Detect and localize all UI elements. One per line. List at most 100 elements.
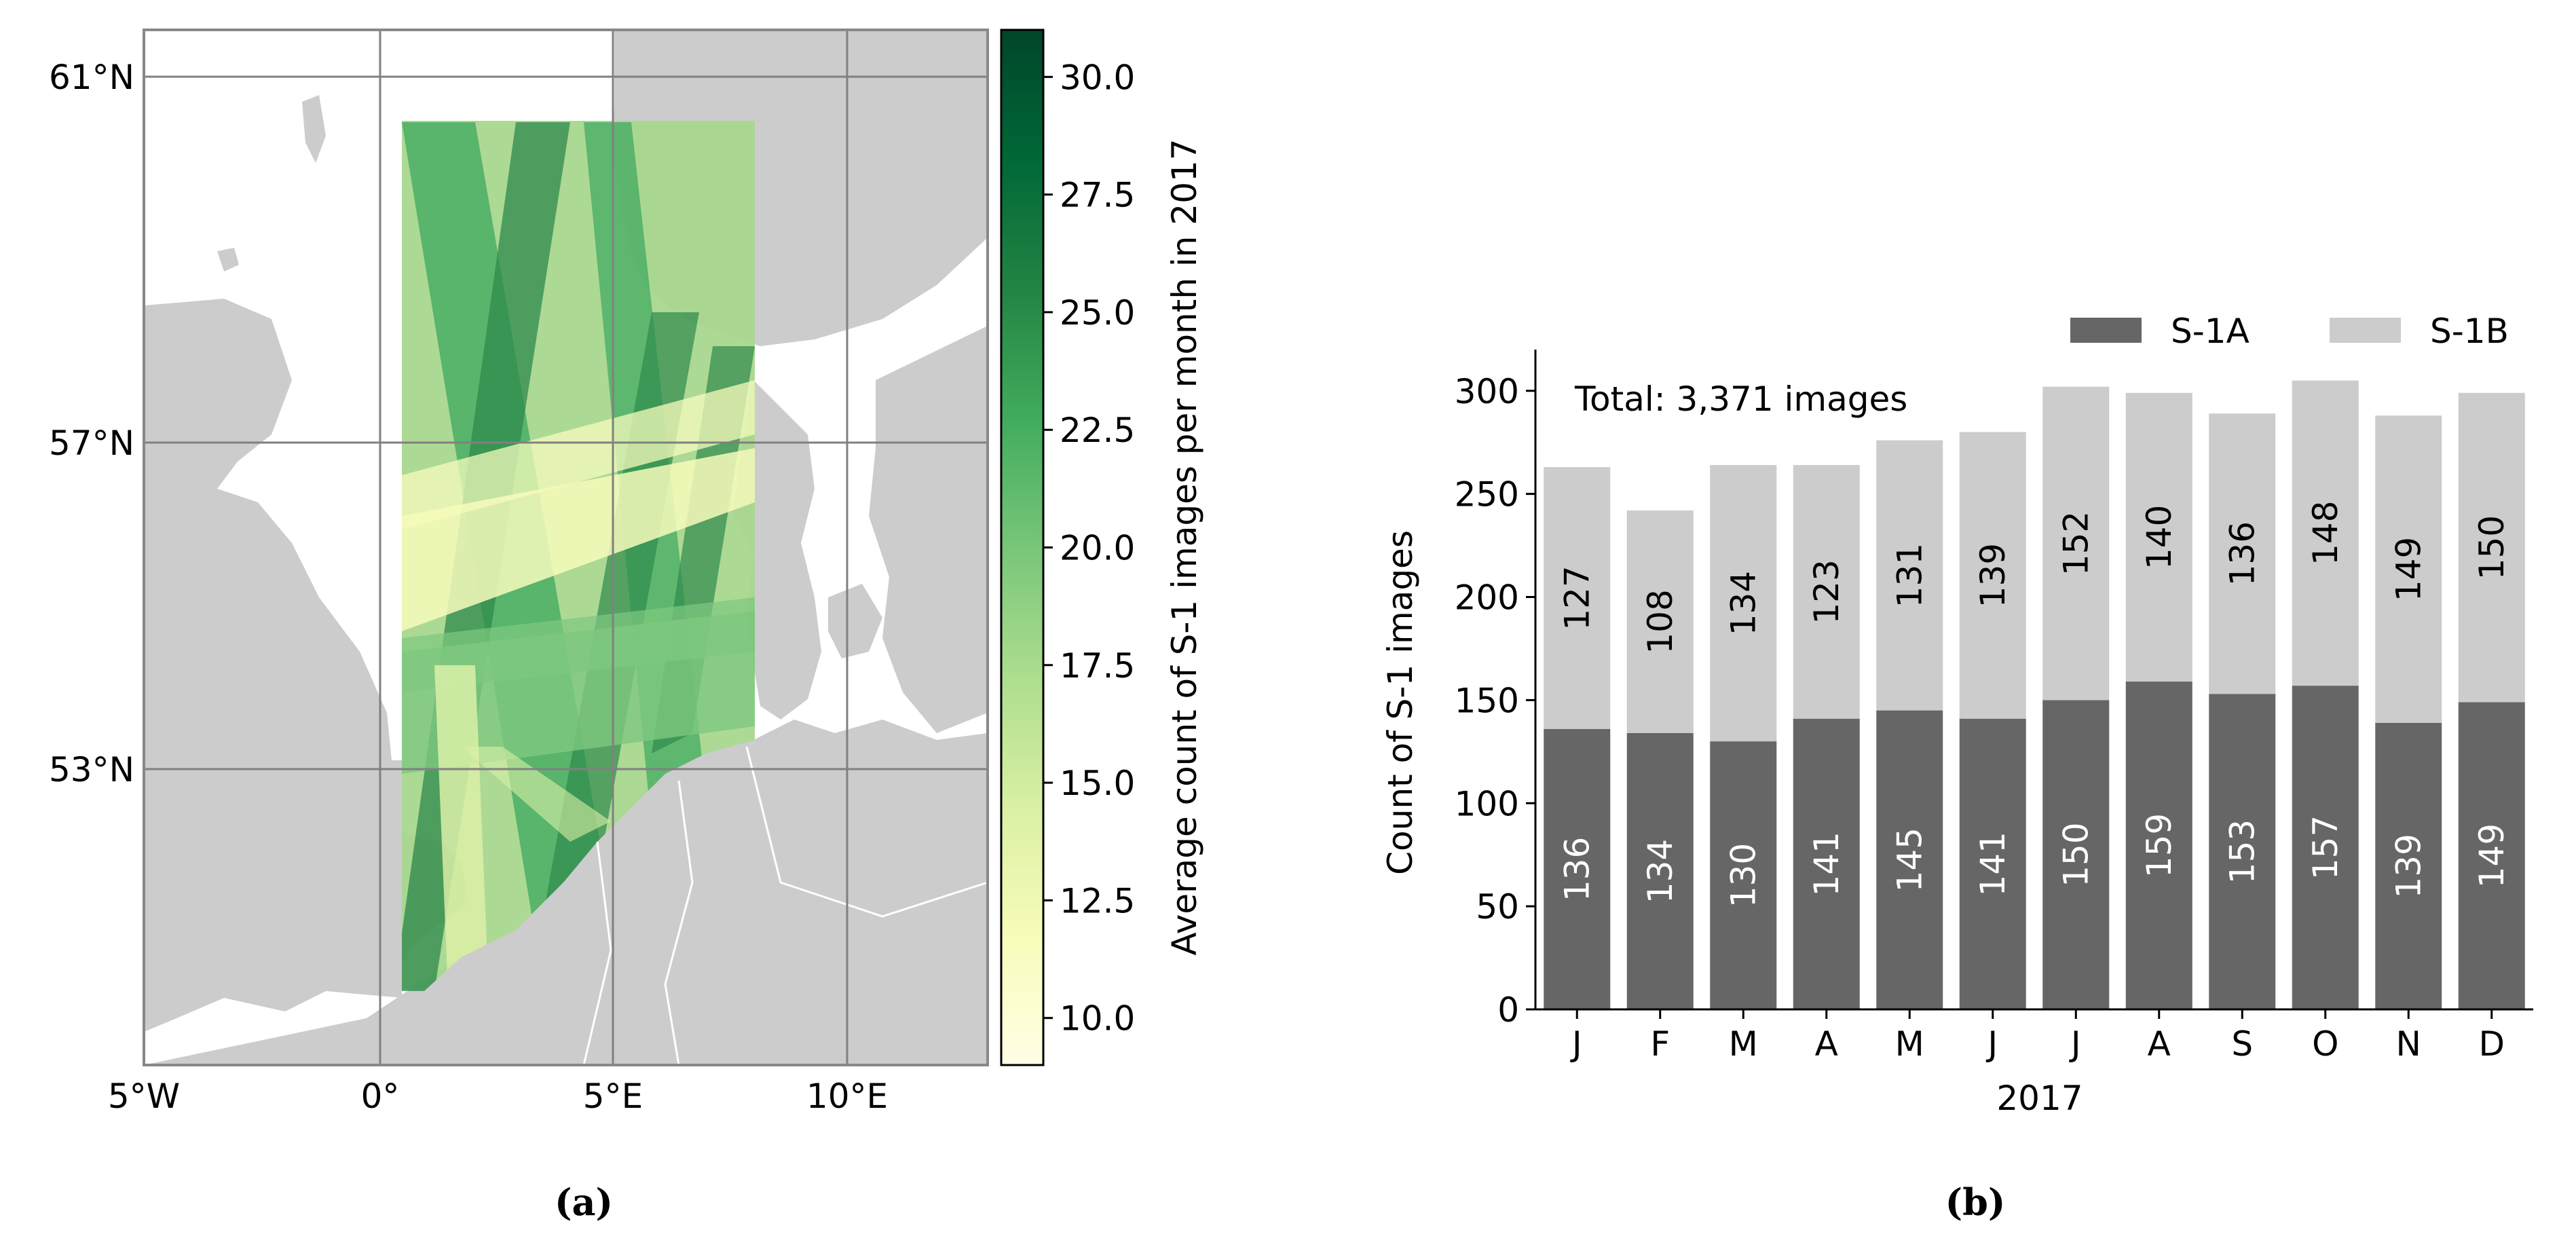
bar-value-label: 141 xyxy=(1807,832,1846,896)
y-tick-label: 0 xyxy=(1497,990,1519,1030)
shetland-islands xyxy=(302,95,326,163)
bar-s-1a xyxy=(1876,710,1943,1009)
lon-label-0: 0° xyxy=(361,1077,400,1116)
bar-s-1b xyxy=(1793,465,1860,719)
bar-value-label: 141 xyxy=(1973,832,2013,896)
x-tick-label: A xyxy=(2148,1024,2171,1064)
bar-value-label: 123 xyxy=(1807,559,1846,624)
x-tick-label: J xyxy=(2069,1024,2081,1064)
orkney-islands xyxy=(217,248,239,272)
colorbar-tick-label: 30.0 xyxy=(1060,58,1135,97)
bar-value-label: 145 xyxy=(1890,827,1929,892)
x-tick-label: N xyxy=(2396,1024,2421,1064)
caption-b: (b) xyxy=(1945,1180,2006,1224)
colorbar-tick-label: 10.0 xyxy=(1060,999,1135,1039)
bar-s-1b xyxy=(1626,510,1694,733)
bar-s-1b xyxy=(1710,465,1777,742)
lat-label-53: 53°N xyxy=(49,750,134,789)
bar-value-label: 152 xyxy=(2056,511,2095,576)
legend-label-s1a: S-1A xyxy=(2171,312,2250,351)
x-tick-label: D xyxy=(2478,1024,2505,1064)
lon-label-10e: 10°E xyxy=(806,1077,888,1116)
caption-a: (a) xyxy=(555,1180,613,1224)
bar-s-1b xyxy=(1544,467,1611,729)
bar-value-label: 150 xyxy=(2056,822,2095,887)
x-axis-label: 2017 xyxy=(1996,1079,2083,1118)
x-tick-label: J xyxy=(1570,1024,1582,1064)
map-graticule xyxy=(144,30,988,1065)
sweden-landmass xyxy=(869,326,988,733)
bar-value-label: 136 xyxy=(1557,837,1597,901)
bar-s-1a xyxy=(2458,702,2525,1009)
bar-value-label: 108 xyxy=(1641,589,1680,654)
colorbar-tick-label: 22.5 xyxy=(1060,411,1135,450)
bar-value-label: 139 xyxy=(1973,543,2013,608)
bar-chart-panel: 136 127 134 108 130 134 141 123 145 131 141 139 150 1… xyxy=(1381,312,2533,1224)
bar-value-label: 127 xyxy=(1557,565,1597,630)
bar-value-label: 159 xyxy=(2140,813,2179,878)
map-frame xyxy=(143,29,989,1066)
bar-value-label: 134 xyxy=(1723,571,1763,635)
lat-label-57: 57°N xyxy=(49,424,134,463)
lon-label-5e: 5°E xyxy=(583,1077,643,1116)
colorbar-tick-label: 25.0 xyxy=(1060,293,1135,333)
x-tick-label: F xyxy=(1650,1024,1670,1064)
colorbar-tick-label: 15.0 xyxy=(1060,764,1135,803)
bar-value-label: 150 xyxy=(2472,515,2512,580)
bar-value-label: 148 xyxy=(2306,501,2345,565)
bar-s-1a xyxy=(2125,682,2192,1009)
bar-value-label: 131 xyxy=(1890,543,1929,608)
lat-label-61: 61°N xyxy=(49,58,134,97)
map-panel: 61°N 57°N 53°N 5°W 0° 5°E 10°E 10.012.51… xyxy=(49,29,1204,1224)
y-tick-label: 150 xyxy=(1455,681,1519,720)
bar-s-1b xyxy=(1959,432,2026,719)
bar-value-label: 139 xyxy=(2389,834,2428,898)
bar-s-1b xyxy=(2458,392,2525,703)
bar-value-label: 157 xyxy=(2306,815,2345,880)
legend: S-1A S-1B xyxy=(2070,312,2509,351)
x-tick-label: A xyxy=(1815,1024,1838,1064)
country-borders xyxy=(582,746,988,1065)
y-tick-label: 100 xyxy=(1455,784,1519,823)
y-axis-label: Count of S-1 images xyxy=(1381,530,1420,875)
danish-islands xyxy=(828,584,882,658)
bar-s-1a xyxy=(2209,694,2276,1009)
bar-s-1a xyxy=(1544,728,1611,1009)
bar-value-label: 149 xyxy=(2472,823,2512,888)
bar-s-1a xyxy=(1793,718,1860,1009)
bar-s-1a xyxy=(1626,732,1694,1009)
x-tick-label: O xyxy=(2312,1024,2338,1064)
y-tick-label: 200 xyxy=(1455,578,1519,618)
colorbar-ticks: 10.0 12.5 15.0 17.5 20.0 22.5 25.0 27.5 30.0 xyxy=(1043,58,1135,1039)
map-geography xyxy=(144,30,988,1065)
bar-s-1b xyxy=(2125,392,2192,682)
bar-value-label: 134 xyxy=(1641,839,1680,903)
colorbar-tick-label: 12.5 xyxy=(1060,881,1135,920)
bar-s-1b xyxy=(1876,440,1943,711)
bar-s-1a xyxy=(1959,718,2026,1009)
x-tick-label: S xyxy=(2231,1024,2253,1064)
bar-s-1a xyxy=(2375,722,2442,1009)
bar-s-1b xyxy=(2375,415,2442,723)
bar-value-label: 140 xyxy=(2140,505,2179,570)
colorbar-tick-label: 27.5 xyxy=(1060,176,1135,215)
bars-layer: 136 127 134 108 130 134 141 123 145 131 141 139 150 1… xyxy=(1544,380,2525,1009)
bar-s-1b xyxy=(2292,380,2359,686)
bar-value-label: 153 xyxy=(2222,819,2262,884)
x-tick-label: J xyxy=(1985,1024,1998,1064)
x-tick-label: M xyxy=(1729,1024,1758,1064)
lon-label-5w: 5°W xyxy=(108,1077,180,1116)
colorbar-gradient xyxy=(1000,29,1045,1066)
bar-value-label: 136 xyxy=(2222,521,2262,586)
colorbar-tick-label: 17.5 xyxy=(1060,646,1135,686)
denmark-landmass xyxy=(733,380,821,720)
legend-swatch-s1a xyxy=(2070,318,2142,343)
bar-s-1a xyxy=(1710,741,1777,1009)
legend-label-s1b: S-1B xyxy=(2430,312,2509,351)
bar-s-1a xyxy=(2292,686,2359,1009)
legend-swatch-s1b xyxy=(2330,318,2401,343)
colorbar: 10.0 12.5 15.0 17.5 20.0 22.5 25.0 27.5 30.0 Ave… xyxy=(1000,29,1204,1066)
colorbar-label: Average count of S-1 images per month in… xyxy=(1165,138,1204,955)
colorbar-tick-label: 20.0 xyxy=(1060,529,1135,568)
